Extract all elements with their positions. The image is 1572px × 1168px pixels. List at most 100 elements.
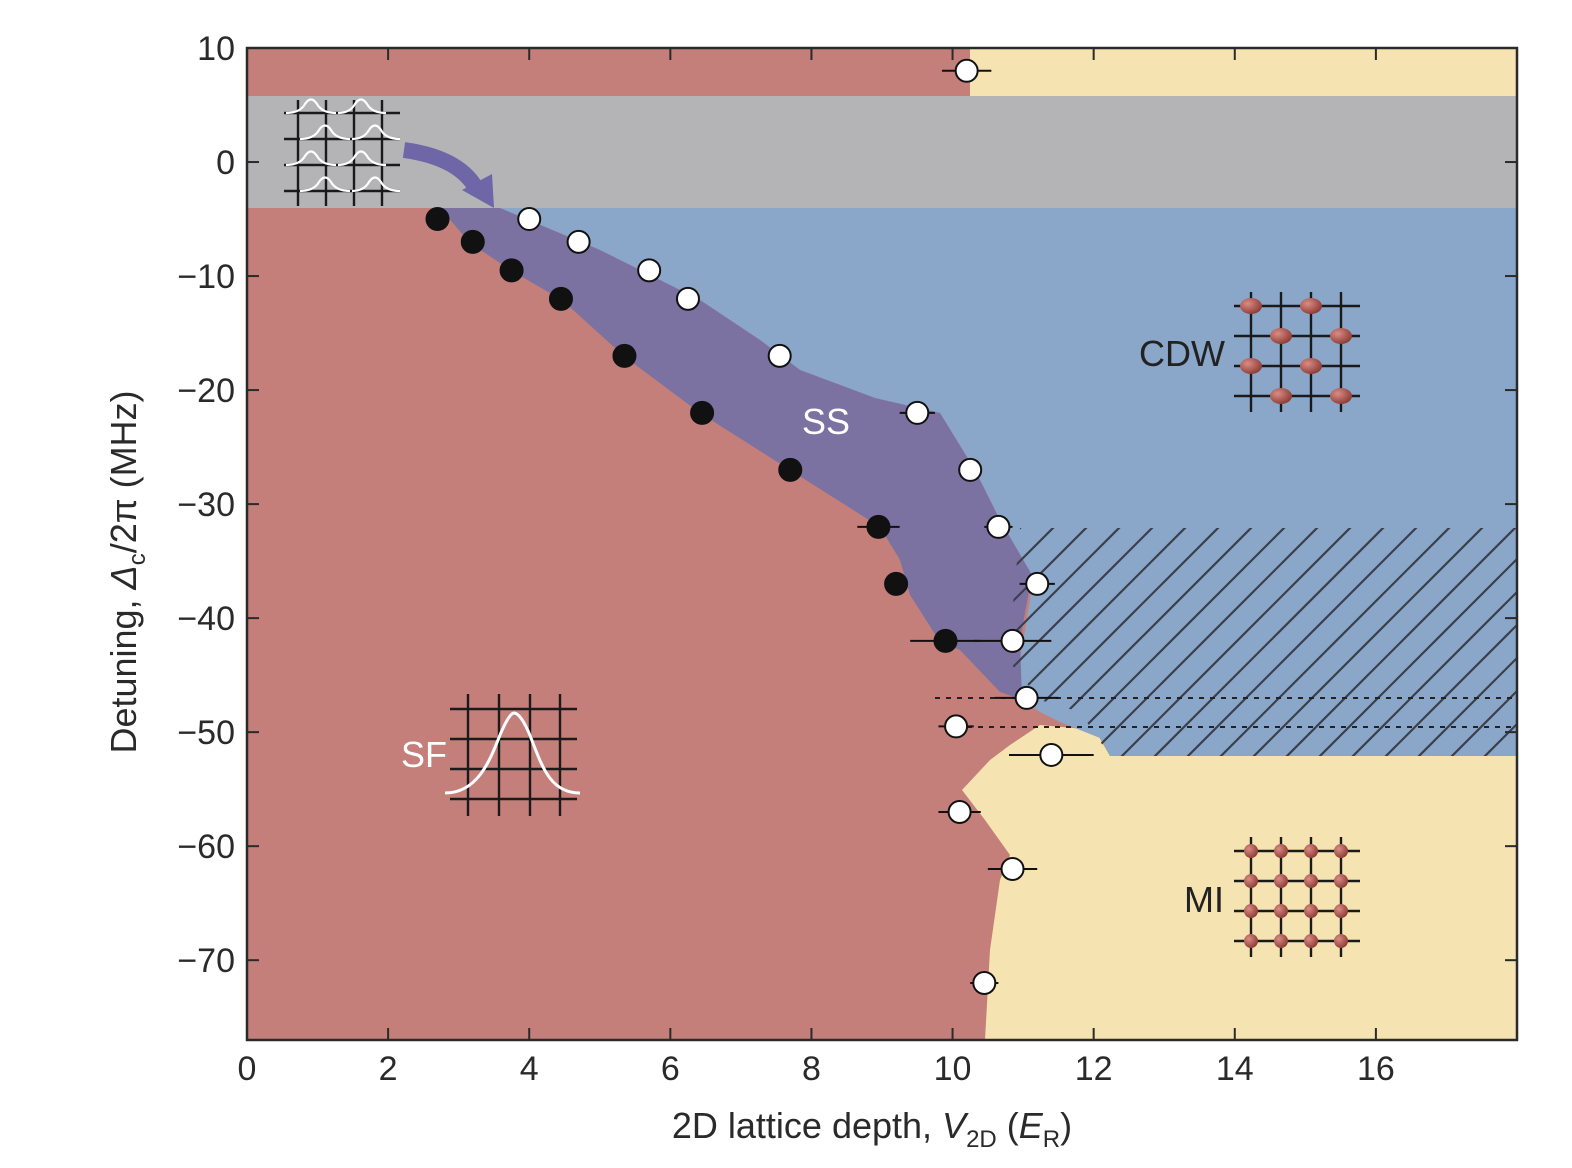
hatch-line bbox=[1328, 528, 1517, 756]
atom-icon bbox=[1334, 934, 1348, 948]
hatch-line bbox=[1196, 528, 1458, 756]
hatch-line bbox=[1460, 528, 1517, 756]
hatch-line bbox=[1008, 528, 1095, 756]
atom-icon bbox=[1334, 904, 1348, 918]
x-tick-label: 14 bbox=[1216, 1050, 1254, 1088]
x-tick-label: 0 bbox=[238, 1050, 257, 1088]
ss-phase-label: SS bbox=[802, 401, 850, 442]
y-tick-label: −30 bbox=[177, 486, 235, 524]
hatch-line bbox=[1008, 528, 1161, 756]
open-data-point bbox=[566, 229, 591, 254]
hatch-line bbox=[1527, 520, 1572, 780]
plot-frame bbox=[245, 46, 1519, 1042]
filled-data-point bbox=[933, 628, 958, 653]
y-tick-label: −70 bbox=[177, 942, 235, 980]
filled-data-point bbox=[690, 400, 715, 425]
filled-data-point bbox=[460, 229, 485, 254]
x-tick-label: 12 bbox=[1075, 1050, 1113, 1088]
hatch-line bbox=[1008, 528, 1194, 756]
x-axis-label-var: V bbox=[942, 1105, 969, 1146]
open-data-point bbox=[637, 258, 662, 283]
hatch-line bbox=[1008, 528, 1128, 756]
hatch-line bbox=[1427, 528, 1517, 756]
atom-icon bbox=[1334, 874, 1348, 888]
x-axis-label-close: ) bbox=[1060, 1105, 1072, 1146]
x-tick-label: 10 bbox=[934, 1050, 972, 1088]
atom-icon bbox=[1274, 844, 1288, 858]
filled-data-point bbox=[612, 343, 637, 368]
open-data-point bbox=[675, 286, 700, 311]
x-axis-label-sub: 2D bbox=[966, 1126, 997, 1153]
atom-icon bbox=[1274, 874, 1288, 888]
y-tick-label: −40 bbox=[177, 600, 235, 638]
filled-data-point bbox=[499, 258, 524, 283]
curved-arrow-icon bbox=[402, 142, 494, 208]
atom-icon bbox=[1244, 844, 1258, 858]
x-tick-label: 2 bbox=[379, 1050, 398, 1088]
x-axis-ticks: 0 2 4 6 8 10 12 14 16 bbox=[238, 48, 1395, 1088]
atom-icon bbox=[1244, 874, 1258, 888]
gaussian-wavefunction-icon bbox=[444, 711, 581, 795]
y-axis-ticks: 10 0 −10 −20 −30 −40 −50 −60 −70 bbox=[177, 30, 1517, 980]
y-tick-label: 10 bbox=[197, 30, 235, 68]
x-axis-label-unit-sub: R bbox=[1043, 1126, 1060, 1153]
y-axis-label-suffix: /2π (MHz) bbox=[103, 390, 144, 553]
hatch-line bbox=[1262, 528, 1517, 756]
dotted-guide-lines bbox=[935, 697, 1517, 728]
open-data-point bbox=[1014, 685, 1039, 710]
open-data-point bbox=[1000, 856, 1025, 881]
open-data-point bbox=[944, 714, 969, 739]
atom-icon bbox=[1274, 934, 1288, 948]
mott-insulator-region bbox=[962, 725, 1517, 1040]
hatch-line bbox=[1064, 528, 1326, 756]
filled-data-point bbox=[866, 514, 891, 539]
open-data-point bbox=[958, 457, 983, 482]
atom-icons bbox=[1240, 298, 1352, 404]
lattice-grid-icon bbox=[450, 694, 577, 816]
open-data-point bbox=[986, 514, 1011, 539]
lattice-wavefunctions-inset bbox=[284, 98, 401, 206]
atom-icon bbox=[1244, 904, 1258, 918]
y-axis-label: Detuning, Δc/2π (MHz) bbox=[103, 390, 151, 753]
cdw-phase-label: CDW bbox=[1139, 333, 1225, 374]
open-data-point bbox=[954, 58, 979, 83]
mi-lattice-inset bbox=[1234, 837, 1360, 957]
y-axis-label-var: Δ bbox=[103, 565, 144, 590]
charge-density-wave-region bbox=[500, 208, 1517, 756]
open-data-point bbox=[947, 799, 972, 824]
unstable-band bbox=[247, 96, 1517, 208]
hatch-line bbox=[1560, 520, 1572, 780]
x-axis-label: 2D lattice depth, V2D (ER) bbox=[672, 1105, 1072, 1153]
hatch-line bbox=[1361, 528, 1517, 756]
open-data-point bbox=[1000, 628, 1025, 653]
filled-data-point bbox=[548, 286, 573, 311]
atom-icon bbox=[1304, 934, 1318, 948]
superfluid-inset bbox=[444, 694, 581, 816]
y-tick-label: −60 bbox=[177, 828, 235, 866]
data-points bbox=[425, 58, 1094, 995]
open-data-point bbox=[972, 970, 997, 995]
filled-data-point bbox=[425, 207, 450, 232]
hatch-line bbox=[1008, 528, 1062, 756]
atom-icon bbox=[1304, 904, 1318, 918]
y-tick-label: −50 bbox=[177, 714, 235, 752]
filled-data-point bbox=[884, 571, 909, 596]
hatch-line bbox=[1295, 528, 1517, 756]
atom-icon bbox=[1304, 874, 1318, 888]
sf-phase-label: SF bbox=[401, 734, 447, 775]
x-axis-label-unit: E bbox=[1019, 1105, 1044, 1146]
atom-icon bbox=[1244, 934, 1258, 948]
phase-regions bbox=[247, 48, 1517, 1040]
atom-icon bbox=[1304, 844, 1318, 858]
open-data-point bbox=[517, 207, 542, 232]
mi-phase-label: MI bbox=[1184, 879, 1224, 920]
y-tick-label: −20 bbox=[177, 372, 235, 410]
y-tick-label: 0 bbox=[216, 144, 235, 182]
x-tick-label: 16 bbox=[1357, 1050, 1395, 1088]
hatch-line bbox=[1130, 528, 1392, 756]
x-axis-label-open: ( bbox=[997, 1105, 1019, 1146]
y-tick-label: −10 bbox=[177, 258, 235, 296]
atom-icon bbox=[1334, 844, 1348, 858]
filled-data-point bbox=[778, 457, 803, 482]
